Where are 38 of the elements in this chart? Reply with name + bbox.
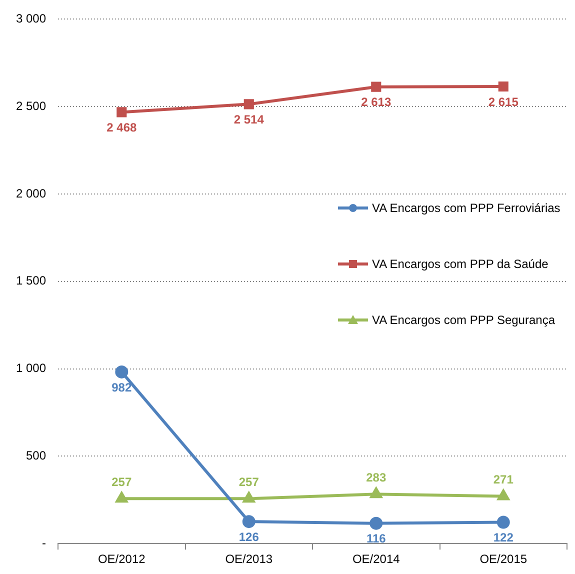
point [243, 492, 255, 503]
data-label: 116 [366, 532, 386, 546]
data-label: 2 468 [106, 120, 137, 135]
data-label: 257 [238, 474, 260, 489]
y-tick-label: 2 500 [16, 98, 46, 113]
point [496, 516, 510, 529]
data-label: 126 [238, 530, 260, 544]
data-label: 2 613 [361, 95, 392, 110]
data-label: 283 [366, 470, 386, 484]
data-label: 2 514 [234, 112, 264, 126]
data-label: 2 615 [488, 94, 519, 109]
y-tick-label: 2 000 [16, 186, 46, 200]
point [370, 488, 382, 498]
legend-label: VA Encargos com PPP Segurança [372, 313, 555, 327]
y-tick-label: 3 000 [16, 12, 46, 26]
y-tick-label: 1 000 [16, 361, 46, 376]
data-label: 271 [493, 472, 514, 487]
y-tick-label: 1 500 [16, 274, 46, 288]
y-tick-label: - [42, 536, 46, 550]
point [115, 365, 128, 378]
point [371, 82, 382, 92]
point [242, 515, 256, 528]
point [116, 492, 128, 503]
data-label: 982 [112, 380, 132, 394]
point [498, 490, 510, 500]
x-tick-label: OE/2012 [98, 552, 146, 566]
point [370, 516, 383, 530]
x-tick-label: OE/2014 [352, 552, 400, 566]
data-label: 257 [112, 474, 132, 489]
point [116, 107, 127, 118]
y-tick-label: 500 [26, 448, 46, 463]
legend-label: VA Encargos com PPP Ferroviárias [372, 201, 560, 215]
x-tick-label: OE/2013 [225, 552, 273, 566]
data-label: 122 [493, 530, 514, 545]
point [244, 99, 254, 110]
legend-label: VA Encargos com PPP da Saúde [372, 257, 548, 271]
x-tick-label: OE/2015 [480, 552, 528, 566]
point [498, 81, 508, 92]
